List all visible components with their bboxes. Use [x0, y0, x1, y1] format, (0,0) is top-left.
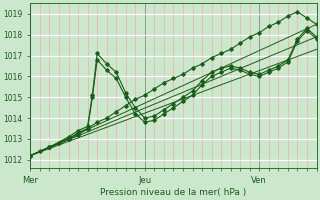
- X-axis label: Pression niveau de la mer( hPa ): Pression niveau de la mer( hPa ): [100, 188, 247, 197]
